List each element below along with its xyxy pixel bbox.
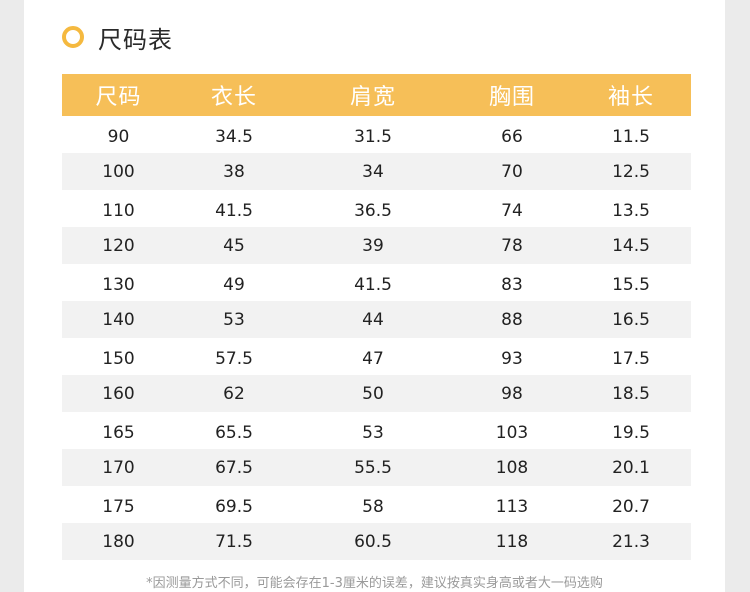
table-cell: 175 — [102, 496, 135, 517]
table-cell: 93 — [501, 348, 523, 369]
table-cell: 34.5 — [215, 126, 253, 147]
table-header-row: 尺码 衣长 肩宽 胸围 袖长 — [62, 74, 691, 116]
table-cell: 69.5 — [215, 496, 253, 517]
table-cell: 118 — [495, 531, 529, 552]
table-row: 130 49 41.5 83 15.5 — [62, 264, 691, 301]
table-cell: 41.5 — [215, 200, 253, 221]
table-cell: 60.5 — [354, 531, 392, 552]
table-cell: 57.5 — [215, 348, 253, 369]
table-cell: 15.5 — [612, 274, 650, 295]
page-title: 尺码表 — [98, 25, 173, 54]
table-row: 175 69.5 58 113 20.7 — [62, 486, 691, 523]
table-cell: 44 — [362, 309, 384, 330]
table-row: 120 45 39 78 14.5 — [62, 227, 691, 264]
table-cell: 113 — [495, 496, 529, 517]
table-row: 140 53 44 88 16.5 — [62, 301, 691, 338]
table-cell: 71.5 — [215, 531, 253, 552]
table-row: 165 65.5 53 103 19.5 — [62, 412, 691, 449]
table-cell: 83 — [501, 274, 523, 295]
table-cell: 41.5 — [354, 274, 392, 295]
table-cell: 88 — [501, 309, 523, 330]
table-cell: 108 — [495, 457, 529, 478]
table-cell: 20.7 — [612, 496, 650, 517]
table-cell: 180 — [102, 531, 135, 552]
table-cell: 55.5 — [354, 457, 392, 478]
table-cell: 98 — [501, 383, 523, 404]
table-cell: 19.5 — [612, 422, 650, 443]
size-chart-card: 尺码表 尺码 衣长 肩宽 胸围 袖长 90 34.5 31.5 66 11.5 100 38… — [24, 0, 725, 592]
table-cell: 53 — [362, 422, 384, 443]
column-header-length: 衣长 — [210, 85, 257, 110]
column-header-size: 尺码 — [95, 85, 142, 110]
table-cell: 70 — [501, 161, 523, 182]
table-cell: 18.5 — [612, 383, 650, 404]
table-cell: 100 — [102, 161, 135, 182]
table-cell: 58 — [362, 496, 384, 517]
table-cell: 165 — [102, 422, 135, 443]
table-cell: 130 — [102, 274, 135, 295]
table-cell: 110 — [102, 200, 135, 221]
table-cell: 36.5 — [354, 200, 392, 221]
table-cell: 66 — [501, 126, 523, 147]
table-cell: 31.5 — [354, 126, 392, 147]
table-cell: 21.3 — [612, 531, 650, 552]
column-header-chest: 胸围 — [488, 85, 535, 110]
table-cell: 45 — [223, 235, 245, 256]
section-heading: 尺码表 — [62, 20, 173, 54]
table-cell: 74 — [501, 200, 523, 221]
table-row: 180 71.5 60.5 118 21.3 — [62, 523, 691, 560]
circle-bullet-icon — [62, 26, 84, 48]
table-cell: 170 — [102, 457, 135, 478]
table-cell: 67.5 — [215, 457, 253, 478]
table-row: 170 67.5 55.5 108 20.1 — [62, 449, 691, 486]
table-cell: 39 — [362, 235, 384, 256]
table-cell: 16.5 — [612, 309, 650, 330]
table-cell: 160 — [102, 383, 135, 404]
table-cell: 120 — [102, 235, 135, 256]
table-row: 150 57.5 47 93 17.5 — [62, 338, 691, 375]
table-cell: 90 — [107, 126, 130, 147]
table-cell: 50 — [362, 383, 384, 404]
table-cell: 17.5 — [612, 348, 650, 369]
table-cell: 20.1 — [612, 457, 650, 478]
table-cell: 62 — [223, 383, 245, 404]
table-cell: 13.5 — [612, 200, 650, 221]
table-row: 110 41.5 36.5 74 13.5 — [62, 190, 691, 227]
table-row: 100 38 34 70 12.5 — [62, 153, 691, 190]
column-header-sleeve: 袖长 — [607, 85, 654, 110]
table-row: 90 34.5 31.5 66 11.5 — [62, 116, 691, 153]
table-cell: 47 — [362, 348, 384, 369]
table-cell: 12.5 — [612, 161, 650, 182]
column-header-shoulder: 肩宽 — [349, 85, 396, 110]
table-cell: 53 — [223, 309, 245, 330]
table-cell: 11.5 — [612, 126, 650, 147]
table-body: 90 34.5 31.5 66 11.5 100 38 34 70 12.5 110 41.5 36.5… — [62, 116, 691, 560]
table-cell: 49 — [223, 274, 245, 295]
table-cell: 140 — [102, 309, 135, 330]
table-cell: 150 — [102, 348, 135, 369]
size-table: 尺码 衣长 肩宽 胸围 袖长 90 34.5 31.5 66 11.5 100 38 34 70… — [62, 74, 691, 560]
table-cell: 65.5 — [215, 422, 253, 443]
table-cell: 38 — [223, 161, 245, 182]
measurement-footnote: *因测量方式不同，可能会存在1-3厘米的误差，建议按真实身高或者大一码选购 — [146, 576, 603, 591]
table-row: 160 62 50 98 18.5 — [62, 375, 691, 412]
table-cell: 14.5 — [612, 235, 650, 256]
table-cell: 78 — [501, 235, 523, 256]
table-cell: 103 — [495, 422, 529, 443]
table-cell: 34 — [362, 161, 384, 182]
